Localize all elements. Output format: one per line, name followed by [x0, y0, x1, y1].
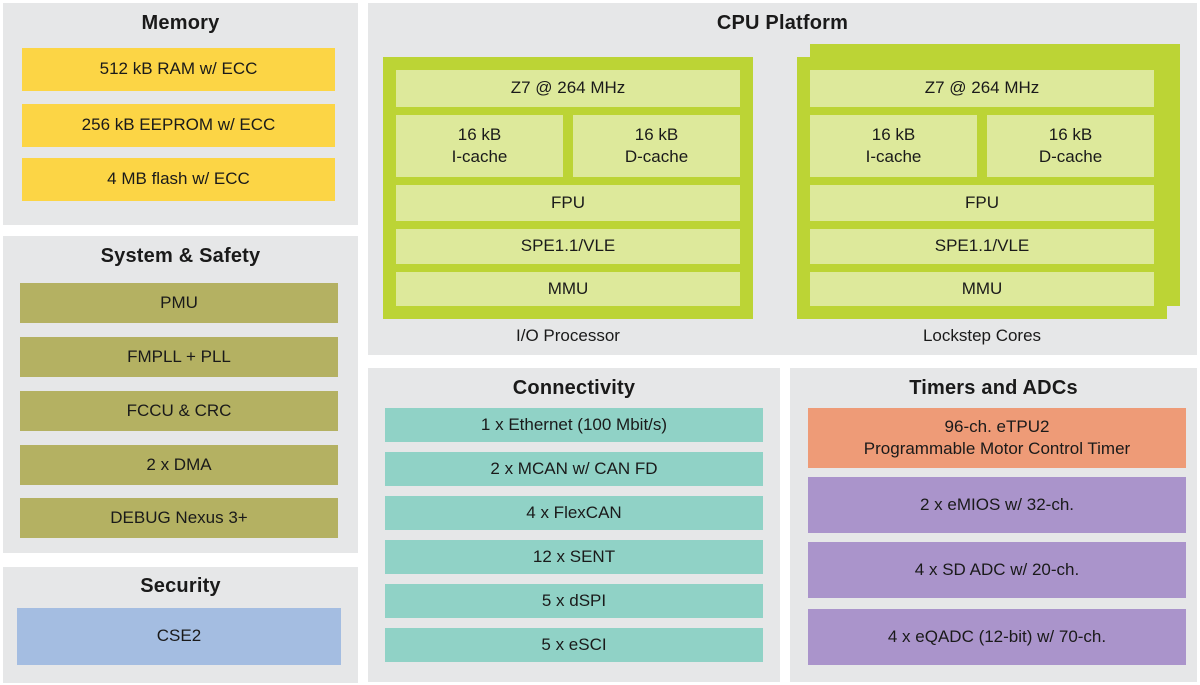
system-block-pmu: PMU: [20, 283, 338, 323]
system-safety-panel: System & Safety PMU FMPLL + PLL FCCU & C…: [3, 236, 358, 553]
connectivity-block-ethernet: 1 x Ethernet (100 Mbit/s): [385, 408, 763, 442]
timers-block-emios: 2 x eMIOS w/ 32-ch.: [808, 477, 1186, 533]
security-title: Security: [140, 575, 221, 597]
connectivity-block-esci: 5 x eSCI: [385, 628, 763, 662]
timers-adcs-panel: Timers and ADCs 96-ch. eTPU2 Programmabl…: [790, 368, 1197, 682]
core0-cache-row: 16 kB I-cache 16 kB D-cache: [396, 115, 740, 177]
connectivity-block-sent: 12 x SENT: [385, 540, 763, 574]
core0-mmu-block: MMU: [396, 272, 740, 306]
core1-clock-block: Z7 @ 264 MHz: [810, 70, 1154, 107]
system-block-fmpll: FMPLL + PLL: [20, 337, 338, 377]
timers-block-eqadc: 4 x eQADC (12-bit) w/ 70-ch.: [808, 609, 1186, 665]
core1-cache-row: 16 kB I-cache 16 kB D-cache: [810, 115, 1154, 177]
io-processor-caption: I/O Processor: [516, 326, 620, 345]
memory-block-ram: 512 kB RAM w/ ECC: [22, 48, 335, 91]
memory-title: Memory: [141, 12, 220, 34]
memory-block-eeprom: 256 kB EEPROM w/ ECC: [22, 104, 335, 147]
security-panel: Security CSE2: [3, 567, 358, 683]
core1-spe-block: SPE1.1/VLE: [810, 229, 1154, 264]
connectivity-block-flexcan: 4 x FlexCAN: [385, 496, 763, 530]
security-block-cse2: CSE2: [17, 608, 341, 665]
connectivity-title: Connectivity: [512, 377, 636, 399]
system-safety-title: System & Safety: [100, 245, 261, 267]
io-processor-core: Z7 @ 264 MHz 16 kB I-cache 16 kB D-cache…: [383, 57, 753, 319]
memory-block-flash: 4 MB flash w/ ECC: [22, 158, 335, 201]
connectivity-block-dspi: 5 x dSPI: [385, 584, 763, 618]
lockstep-core: Z7 @ 264 MHz 16 kB I-cache 16 kB D-cache…: [797, 57, 1167, 319]
timers-block-etpu2: 96-ch. eTPU2 Programmable Motor Control …: [808, 408, 1186, 468]
core0-icache-block: 16 kB I-cache: [396, 115, 563, 177]
system-block-fccu: FCCU & CRC: [20, 391, 338, 431]
core1-fpu-block: FPU: [810, 185, 1154, 221]
core0-fpu-block: FPU: [396, 185, 740, 221]
system-block-debug: DEBUG Nexus 3+: [20, 498, 338, 538]
timers-block-sdadc: 4 x SD ADC w/ 20-ch.: [808, 542, 1186, 598]
connectivity-block-mcan: 2 x MCAN w/ CAN FD: [385, 452, 763, 486]
lockstep-cores-caption: Lockstep Cores: [922, 326, 1042, 345]
cpu-platform-title: CPU Platform: [716, 12, 849, 34]
system-block-dma: 2 x DMA: [20, 445, 338, 485]
timers-adcs-title: Timers and ADCs: [909, 377, 1078, 399]
core1-icache-block: 16 kB I-cache: [810, 115, 977, 177]
core0-clock-block: Z7 @ 264 MHz: [396, 70, 740, 107]
core1-mmu-block: MMU: [810, 272, 1154, 306]
core1-dcache-block: 16 kB D-cache: [987, 115, 1154, 177]
core0-dcache-block: 16 kB D-cache: [573, 115, 740, 177]
memory-panel: Memory 512 kB RAM w/ ECC 256 kB EEPROM w…: [3, 3, 358, 225]
core0-spe-block: SPE1.1/VLE: [396, 229, 740, 264]
cpu-platform-panel: CPU Platform Z7 @ 264 MHz 16 kB I-cache …: [368, 3, 1197, 355]
connectivity-panel: Connectivity 1 x Ethernet (100 Mbit/s) 2…: [368, 368, 780, 682]
